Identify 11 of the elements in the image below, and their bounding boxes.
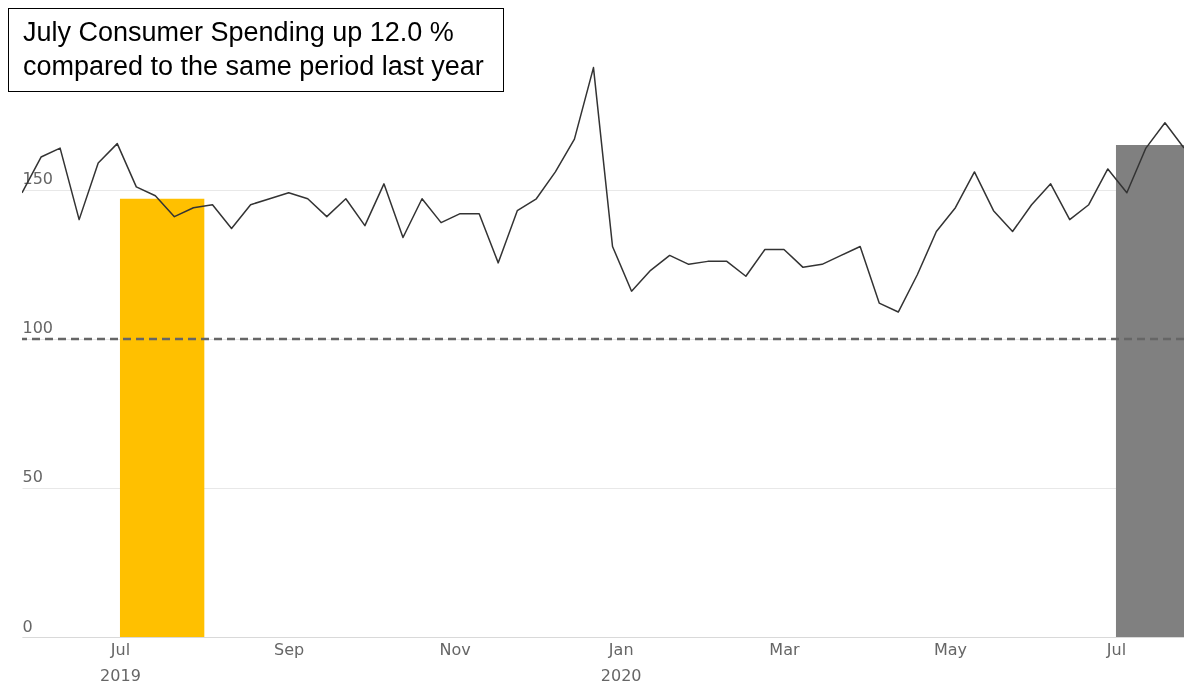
x-tick-label: Jul bbox=[1105, 639, 1127, 659]
y-tick-label: 100 bbox=[22, 318, 54, 338]
x-tick-label: May bbox=[933, 639, 968, 659]
y-tick-label: 50 bbox=[22, 467, 43, 487]
y-tick-label: 0 bbox=[22, 616, 33, 636]
x-tick-label: Jul 2019 bbox=[100, 639, 141, 685]
x-tick-label: Nov bbox=[439, 639, 471, 659]
x-tick-label: Mar bbox=[769, 639, 800, 659]
annotation: July Consumer Spending up 12.0 % compared to the same period last year bbox=[8, 8, 504, 92]
x-tick-label: Jan 2020 bbox=[600, 639, 642, 685]
x-tick-label: Sep bbox=[274, 639, 305, 659]
